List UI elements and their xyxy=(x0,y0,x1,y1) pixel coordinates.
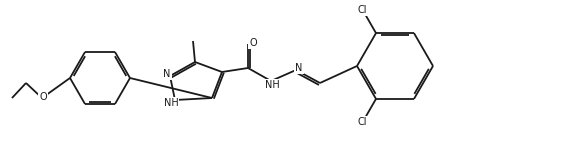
Text: NH: NH xyxy=(265,80,279,90)
Text: Cl: Cl xyxy=(358,117,368,127)
Text: O: O xyxy=(39,92,47,102)
Text: N: N xyxy=(295,63,303,73)
Text: N: N xyxy=(164,69,171,79)
Text: O: O xyxy=(249,38,257,48)
Text: Cl: Cl xyxy=(358,5,368,15)
Text: NH: NH xyxy=(164,98,179,108)
